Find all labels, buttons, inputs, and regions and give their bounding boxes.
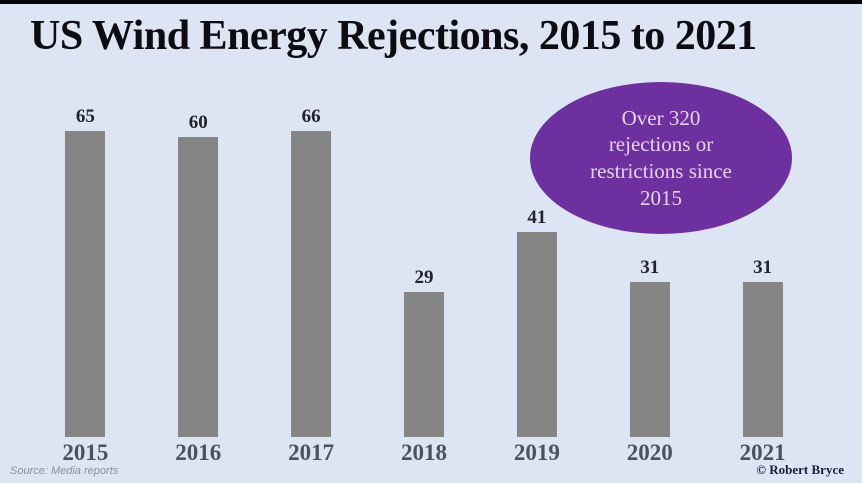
chart: 65 60 66 29 41 31 31 xyxy=(29,107,819,437)
bar-2017 xyxy=(291,131,332,437)
bar-2019 xyxy=(516,232,557,437)
bar-value-label: 60 xyxy=(188,112,208,133)
bar-value-label: 66 xyxy=(301,106,321,127)
bar-value-label: 29 xyxy=(414,267,434,288)
copyright-note: © Robert Bryce xyxy=(756,462,844,477)
x-tick-label-2019: 2019 xyxy=(513,440,560,465)
x-tick-label-2021: 2021 xyxy=(739,440,786,465)
annotation-text: Over 320 rejections or restrictions since 2… xyxy=(590,105,732,210)
bar-value-label: 65 xyxy=(75,106,95,127)
bar-2015 xyxy=(65,131,106,437)
annotation-ellipse: Over 320 rejections or restrictions since 2… xyxy=(530,82,792,234)
chart-column-2021: 31 xyxy=(706,107,819,437)
bar-value-label: 31 xyxy=(753,257,773,278)
bar-value-label: 31 xyxy=(640,257,660,278)
bar-2016 xyxy=(178,137,219,437)
x-tick-label-2017: 2017 xyxy=(288,440,335,465)
chart-column-2017: 66 xyxy=(255,107,368,437)
x-tick-label-2015: 2015 xyxy=(62,440,109,465)
chart-column-2016: 60 xyxy=(142,107,255,437)
chart-column-2020: 31 xyxy=(593,107,706,437)
chart-column-2015: 65 xyxy=(29,107,142,437)
bar-2018 xyxy=(404,292,444,437)
chart-title: US Wind Energy Rejections, 2015 to 2021 xyxy=(30,13,757,59)
source-note: Source: Media reports xyxy=(10,465,119,477)
x-tick-label-2020: 2020 xyxy=(626,440,673,465)
bar-2020 xyxy=(629,282,670,437)
bar-value-label: 41 xyxy=(527,207,547,228)
x-tick-label-2018: 2018 xyxy=(401,440,447,465)
chart-column-2018: 29 xyxy=(368,107,481,437)
bar-2021 xyxy=(742,282,783,437)
x-tick-label-2016: 2016 xyxy=(175,440,222,465)
year-axis: 2015 2016 2017 2018 2019 2020 2021 xyxy=(29,441,819,464)
chart-column-2019: 41 xyxy=(480,107,593,437)
